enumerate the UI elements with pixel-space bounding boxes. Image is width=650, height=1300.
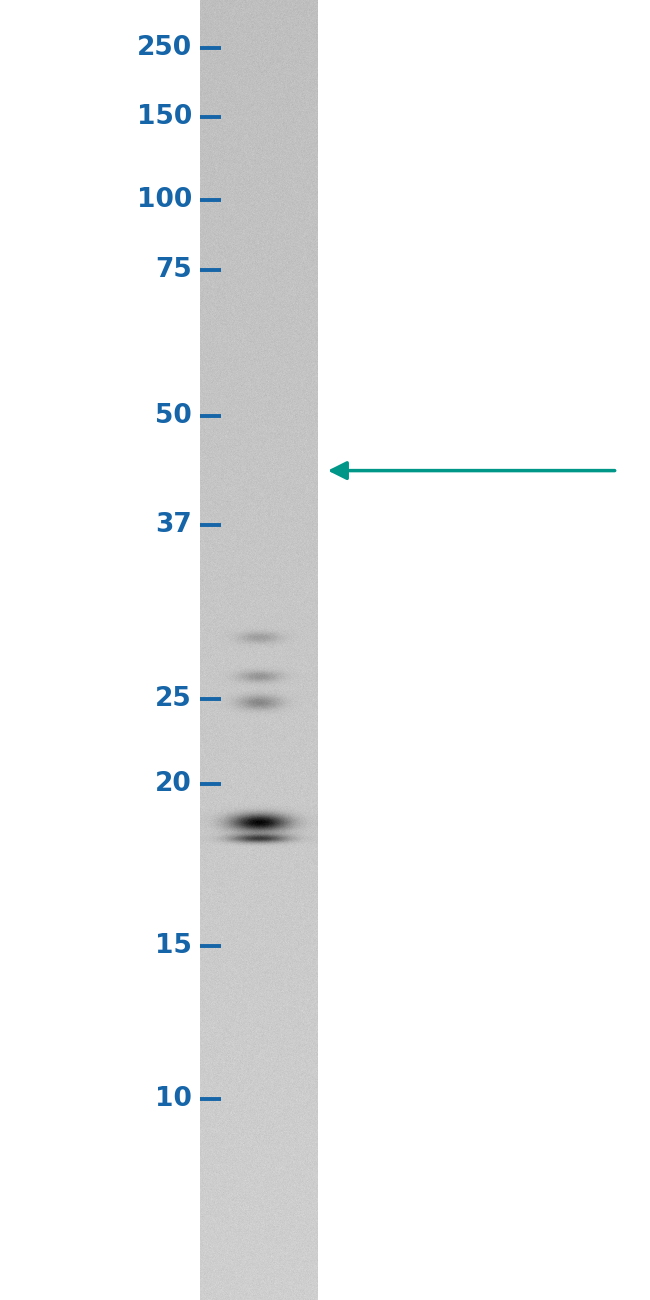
Text: 150: 150 — [136, 104, 192, 130]
Text: 50: 50 — [155, 403, 192, 429]
Text: 75: 75 — [155, 257, 192, 283]
Text: 20: 20 — [155, 771, 192, 797]
Text: 25: 25 — [155, 686, 192, 712]
Text: 250: 250 — [136, 35, 192, 61]
Text: 37: 37 — [155, 512, 192, 538]
Text: 10: 10 — [155, 1086, 192, 1112]
Text: 15: 15 — [155, 933, 192, 959]
Text: 100: 100 — [136, 187, 192, 213]
